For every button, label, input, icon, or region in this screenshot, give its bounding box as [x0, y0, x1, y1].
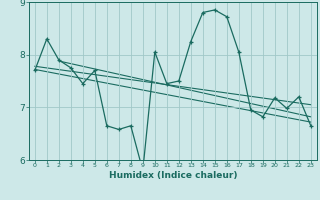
X-axis label: Humidex (Indice chaleur): Humidex (Indice chaleur) [108, 171, 237, 180]
